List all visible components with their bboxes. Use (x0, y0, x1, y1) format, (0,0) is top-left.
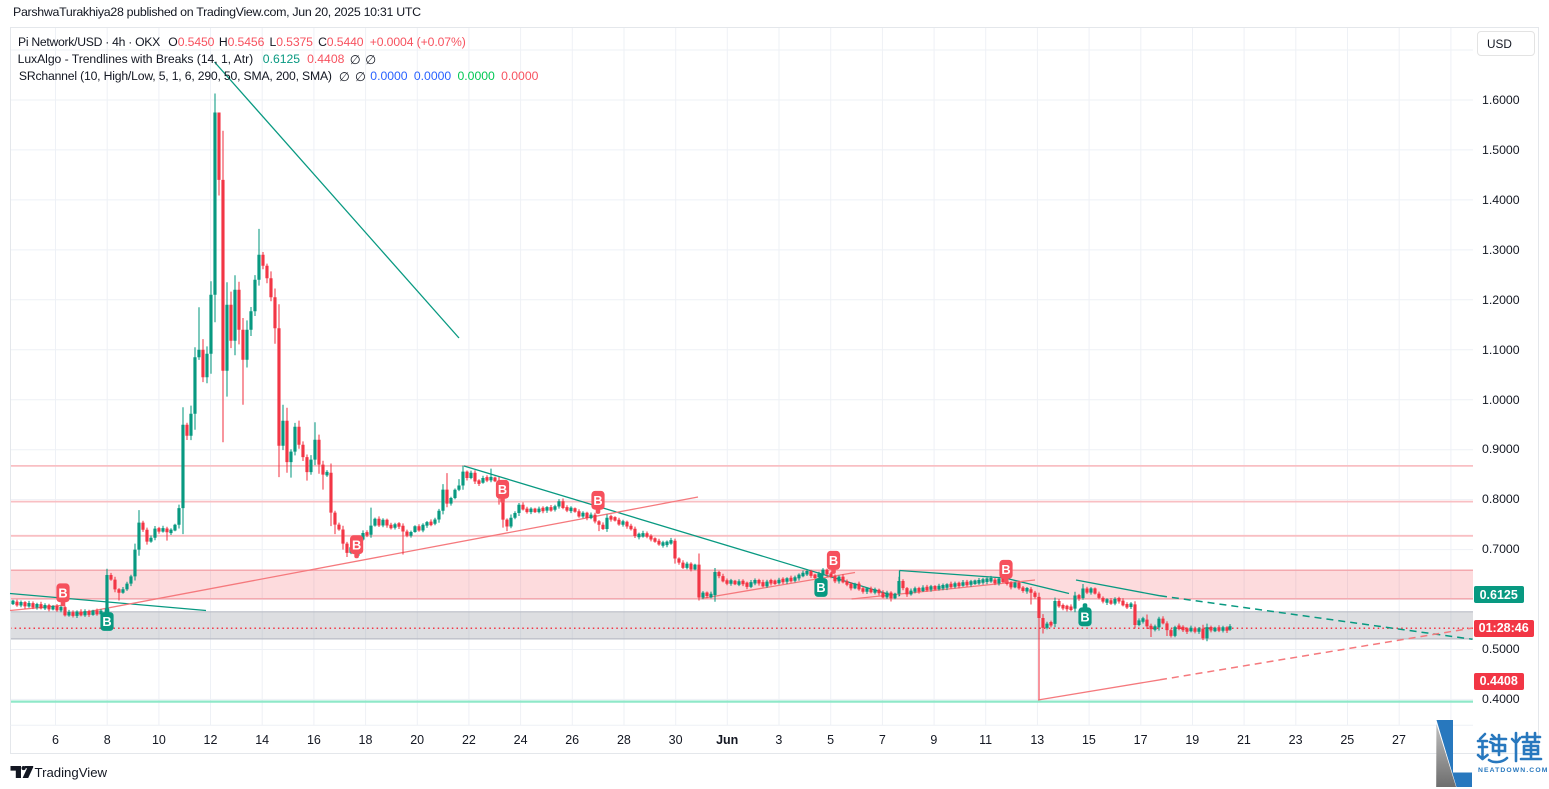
svg-text:B: B (593, 493, 602, 508)
svg-text:B: B (498, 482, 507, 497)
svg-text:B: B (816, 580, 825, 595)
svg-text:B: B (352, 537, 361, 552)
svg-text:B: B (829, 553, 838, 568)
svg-text:B: B (1001, 562, 1010, 577)
svg-text:B: B (1080, 609, 1089, 624)
svg-text:B: B (58, 585, 67, 600)
svg-text:B: B (102, 614, 111, 629)
